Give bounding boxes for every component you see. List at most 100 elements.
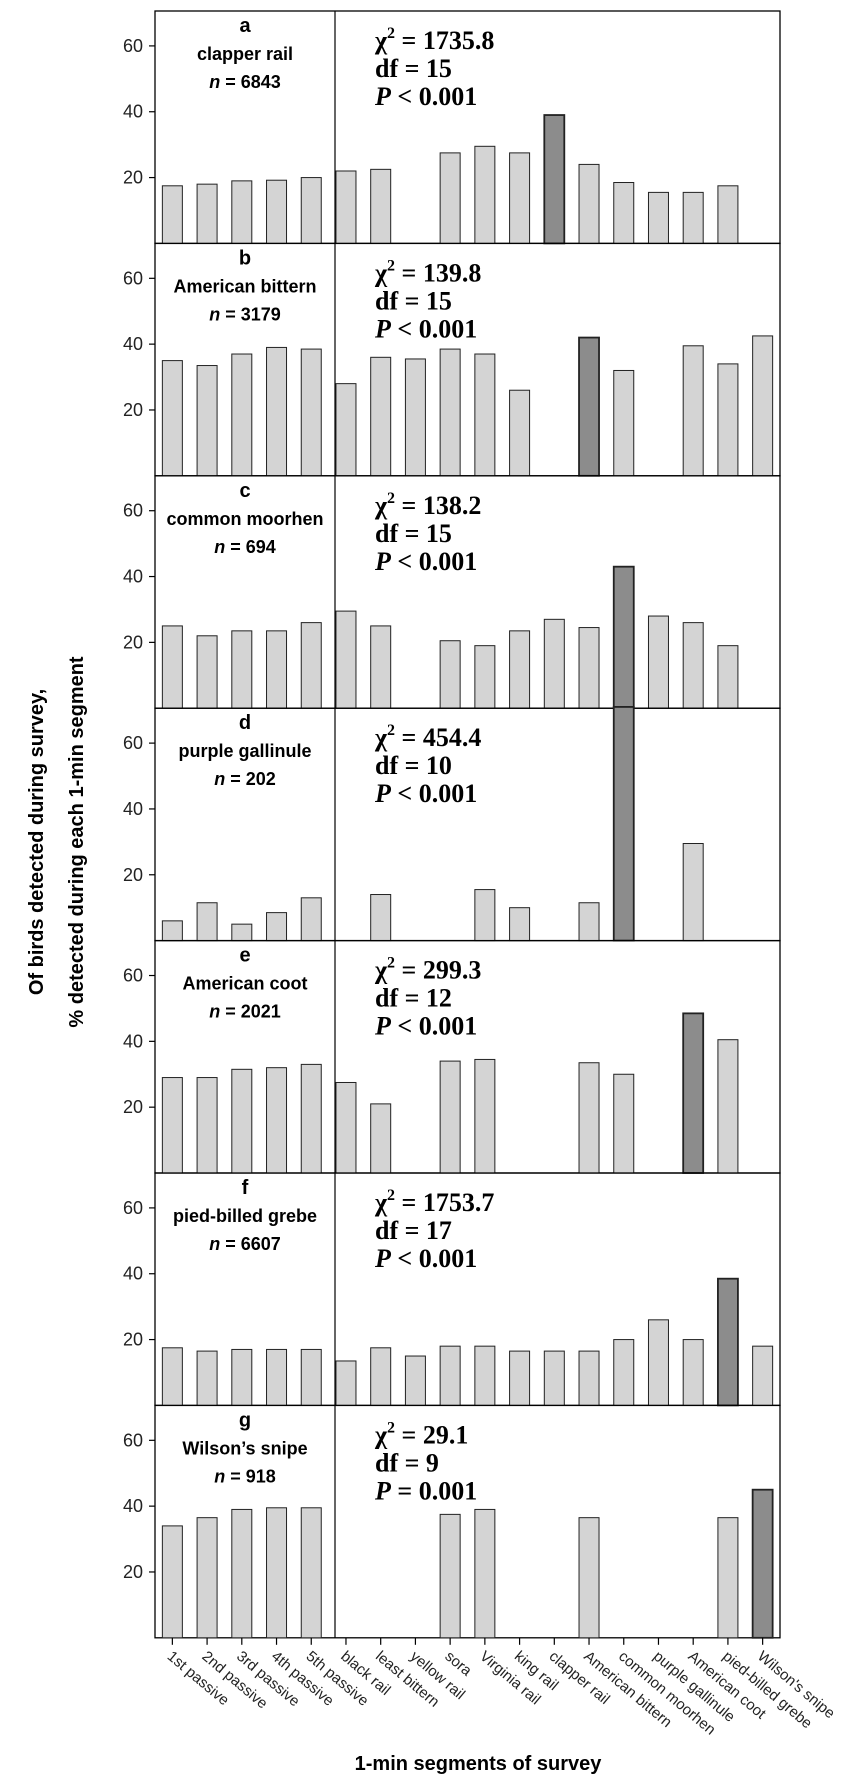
n-symbol: n xyxy=(209,304,220,324)
chi-superscript: 2 xyxy=(387,955,395,972)
species-name: American bittern xyxy=(173,276,316,296)
bar xyxy=(717,185,739,244)
bar xyxy=(196,1517,218,1639)
bar xyxy=(231,1348,253,1406)
panel-letter: d xyxy=(239,712,251,734)
bar xyxy=(196,365,218,477)
bar xyxy=(439,1345,461,1406)
y-tick-label: 60 xyxy=(123,1198,143,1218)
sample-size: n = 2021 xyxy=(209,1002,281,1022)
y-tick-label: 60 xyxy=(123,501,143,521)
chi-value: = 1735.8 xyxy=(395,26,494,55)
degrees-of-freedom: df = 10 xyxy=(375,751,452,780)
p-val: < 0.001 xyxy=(391,779,477,808)
bar xyxy=(300,1507,322,1639)
chi-symbol: χ xyxy=(374,1420,388,1449)
degrees-of-freedom: df = 12 xyxy=(375,984,452,1013)
bar-highlight xyxy=(612,565,635,710)
y-tick-label: 60 xyxy=(123,966,143,986)
y-tick-label: 60 xyxy=(123,36,143,56)
bar xyxy=(578,627,600,709)
bar xyxy=(231,1068,253,1174)
bar xyxy=(335,1081,357,1174)
bar xyxy=(300,622,322,709)
bar xyxy=(196,635,218,709)
bar xyxy=(439,152,461,244)
p-symbol: P xyxy=(374,314,392,343)
chi-symbol: χ xyxy=(374,26,388,55)
panel-g: 20 40 60 g Wilson’s snipe n = 918 χ2 = 29.1df … xyxy=(123,1404,781,1639)
p-value: P < 0.001 xyxy=(374,1244,477,1273)
p-value: P = 0.001 xyxy=(374,1476,477,1505)
bar xyxy=(543,1350,565,1406)
p-value: P < 0.001 xyxy=(374,1012,477,1041)
chi-symbol: χ xyxy=(374,258,388,287)
bar-highlight xyxy=(717,1277,739,1407)
sample-size: n = 6607 xyxy=(209,1234,281,1254)
y-tick-label: 20 xyxy=(123,865,143,885)
p-value: P < 0.001 xyxy=(374,547,477,576)
bar xyxy=(578,1062,600,1174)
panel-c: 20 40 60 c common moorhen n = 694 χ2 = 138.2df… xyxy=(123,475,781,710)
n-symbol: n xyxy=(209,1002,220,1022)
chi-square: χ2 = 138.2 xyxy=(374,490,481,520)
y-tick-label: 20 xyxy=(123,1562,143,1582)
bar xyxy=(578,1517,600,1639)
panel-letter: f xyxy=(242,1177,249,1199)
sample-size: n = 202 xyxy=(214,769,276,789)
bar xyxy=(509,907,531,942)
bar-highlight xyxy=(543,114,566,245)
p-value: P < 0.001 xyxy=(374,82,477,111)
bar xyxy=(335,170,357,244)
y-tick-label: 60 xyxy=(123,733,143,753)
degrees-of-freedom: df = 15 xyxy=(375,54,452,83)
bar xyxy=(647,615,669,709)
panel-letter: g xyxy=(239,1409,251,1431)
p-val: = 0.001 xyxy=(391,1476,477,1505)
degrees-of-freedom: df = 15 xyxy=(375,286,452,315)
bar xyxy=(752,1345,774,1406)
chi-square: χ2 = 454.4 xyxy=(374,722,481,752)
bar xyxy=(161,1077,183,1174)
p-val: < 0.001 xyxy=(391,1244,477,1273)
bar xyxy=(717,1039,739,1174)
species-name: common moorhen xyxy=(166,509,323,529)
chi-value: = 138.2 xyxy=(395,491,481,520)
y-tick-label: 40 xyxy=(123,1264,143,1284)
bar xyxy=(752,335,774,477)
n-value: = 694 xyxy=(225,537,276,557)
chi-symbol: χ xyxy=(374,956,388,985)
bar xyxy=(682,843,704,942)
panel-f: 20 40 60 f pied-billed grebe n = 6607 χ2 = 175… xyxy=(123,1172,781,1407)
sample-size: n = 694 xyxy=(214,537,276,557)
bar xyxy=(474,1508,496,1639)
chi-superscript: 2 xyxy=(387,722,395,739)
panel-d: 20 40 60 d purple gallinule n = 202 χ2 = 454.4… xyxy=(123,706,781,942)
bar xyxy=(404,1355,426,1406)
p-symbol: P xyxy=(374,82,392,111)
species-name: American coot xyxy=(182,974,307,994)
chi-square: χ2 = 139.8 xyxy=(374,257,481,287)
y-axis-title-group: Of birds detected during survey, % detec… xyxy=(26,656,88,1028)
bar xyxy=(647,1319,669,1406)
bar xyxy=(578,902,600,942)
bar xyxy=(161,1347,183,1406)
bar xyxy=(717,1517,739,1639)
bar xyxy=(474,889,496,942)
panel-letter: b xyxy=(239,247,251,269)
x-axis-title: 1-min segments of survey xyxy=(355,1753,603,1775)
y-tick-label: 40 xyxy=(123,1031,143,1051)
n-value: = 6843 xyxy=(220,72,281,92)
y-tick-label: 20 xyxy=(123,632,143,652)
n-symbol: n xyxy=(214,1466,225,1486)
chi-superscript: 2 xyxy=(387,1419,395,1436)
bar xyxy=(300,1063,322,1174)
bar xyxy=(370,625,392,709)
bar xyxy=(509,152,531,244)
bar xyxy=(335,383,357,477)
p-val: < 0.001 xyxy=(391,314,477,343)
bar xyxy=(370,168,392,244)
panel-letter: c xyxy=(239,480,250,502)
bar xyxy=(682,191,704,244)
